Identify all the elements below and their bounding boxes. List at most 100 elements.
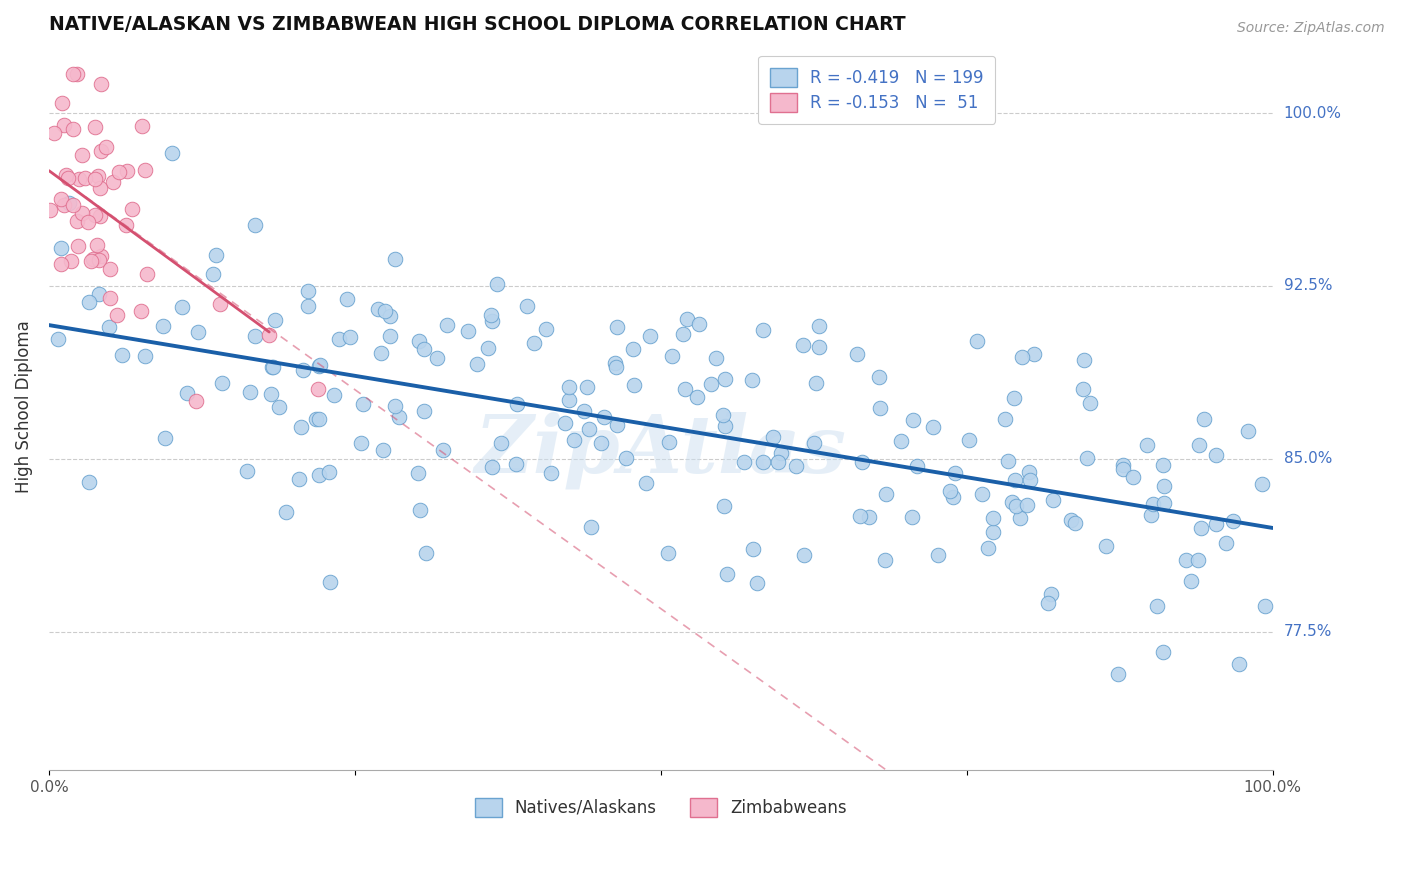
Point — [86, 237, 108, 252]
Point — [1036, 596, 1059, 610]
Point — [745, 576, 768, 591]
Point — [1205, 516, 1227, 531]
Point — [135, 267, 157, 281]
Point — [1250, 477, 1272, 491]
Point — [66, 214, 89, 228]
Point — [308, 359, 330, 373]
Point — [87, 253, 110, 268]
Point — [957, 433, 980, 447]
Point — [1019, 473, 1042, 487]
Point — [706, 351, 728, 365]
Text: NATIVE/ALASKAN VS ZIMBABWEAN HIGH SCHOOL DIPLOMA CORRELATION CHART: NATIVE/ALASKAN VS ZIMBABWEAN HIGH SCHOOL… — [49, 15, 905, 34]
Point — [82, 252, 104, 267]
Point — [380, 309, 402, 323]
Point — [98, 291, 121, 305]
Point — [873, 552, 896, 566]
Point — [621, 343, 644, 357]
Point — [603, 356, 626, 370]
Point — [742, 542, 765, 557]
Point — [201, 268, 224, 282]
Point — [111, 348, 134, 362]
Point — [89, 180, 111, 194]
Point — [1142, 497, 1164, 511]
Point — [869, 401, 891, 416]
Point — [481, 313, 503, 327]
Point — [506, 397, 529, 411]
Point — [84, 120, 107, 135]
Point — [1152, 458, 1174, 472]
Point — [384, 399, 406, 413]
Point — [927, 548, 949, 562]
Point — [308, 467, 330, 482]
Point — [260, 387, 283, 401]
Point — [70, 205, 93, 219]
Point — [699, 376, 721, 391]
Point — [921, 420, 943, 434]
Point — [942, 490, 965, 504]
Point — [73, 171, 96, 186]
Point — [806, 376, 828, 390]
Point — [1015, 498, 1038, 512]
Point — [686, 390, 709, 404]
Point — [534, 321, 557, 335]
Point — [579, 520, 602, 534]
Point — [1022, 347, 1045, 361]
Text: 92.5%: 92.5% — [1284, 278, 1333, 293]
Point — [733, 455, 755, 469]
Point — [676, 311, 699, 326]
Point — [523, 336, 546, 351]
Point — [131, 119, 153, 133]
Point — [1189, 521, 1212, 535]
Point — [558, 380, 581, 394]
Point — [436, 318, 458, 332]
Point — [591, 436, 613, 450]
Point — [605, 360, 627, 375]
Point — [297, 299, 319, 313]
Point — [1227, 657, 1250, 672]
Point — [415, 546, 437, 560]
Point — [673, 382, 696, 396]
Point — [90, 249, 112, 263]
Point — [352, 397, 374, 411]
Point — [371, 443, 394, 458]
Point — [49, 257, 72, 271]
Point — [714, 372, 737, 386]
Point — [432, 442, 454, 457]
Point — [634, 475, 657, 490]
Y-axis label: High School Diploma: High School Diploma — [15, 320, 32, 493]
Point — [1121, 469, 1143, 483]
Point — [966, 334, 988, 348]
Point — [66, 239, 89, 253]
Point — [845, 347, 868, 361]
Text: ZipAtlas: ZipAtlas — [475, 412, 846, 489]
Point — [688, 318, 710, 332]
Point — [1146, 599, 1168, 613]
Point — [257, 328, 280, 343]
Point — [1008, 511, 1031, 525]
Point — [318, 466, 340, 480]
Point — [711, 408, 734, 422]
Point — [83, 207, 105, 221]
Point — [562, 433, 585, 447]
Point — [187, 325, 209, 339]
Point — [184, 394, 207, 409]
Point — [593, 410, 616, 425]
Point — [84, 172, 107, 186]
Point — [77, 475, 100, 490]
Point — [1112, 462, 1135, 476]
Point — [572, 404, 595, 418]
Point — [408, 334, 430, 348]
Point — [713, 500, 735, 514]
Point — [105, 308, 128, 322]
Point — [309, 358, 332, 372]
Point — [134, 349, 156, 363]
Point — [59, 254, 82, 268]
Point — [209, 297, 232, 311]
Point — [288, 472, 311, 486]
Point — [378, 329, 401, 343]
Point — [1188, 438, 1211, 452]
Point — [52, 118, 75, 132]
Point — [792, 338, 814, 352]
Point — [807, 340, 830, 354]
Point — [305, 411, 328, 425]
